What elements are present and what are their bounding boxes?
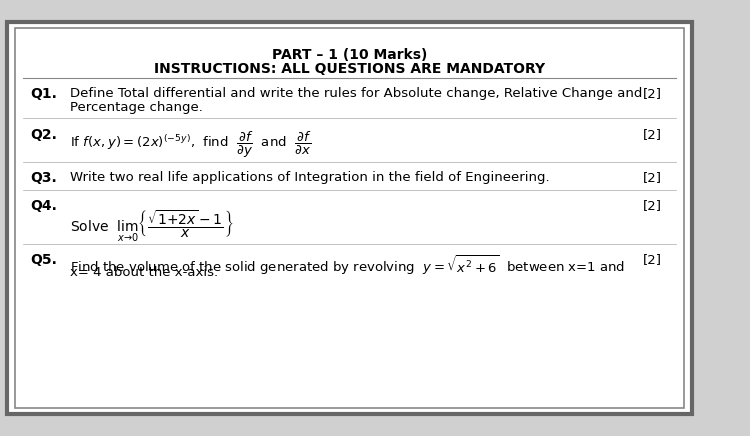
Text: Write two real life applications of Integration in the field of Engineering.: Write two real life applications of Inte…: [70, 171, 550, 184]
Text: Percentage change.: Percentage change.: [70, 101, 202, 113]
Text: Q3.: Q3.: [30, 171, 56, 185]
Text: Find the volume of the solid generated by revolving  $y = \sqrt{x^2 + 6}$  betwe: Find the volume of the solid generated b…: [70, 253, 626, 277]
Text: Q1.: Q1.: [30, 88, 57, 102]
Text: x= 4 about the x-axis.: x= 4 about the x-axis.: [70, 266, 218, 279]
Text: [2]: [2]: [643, 88, 662, 100]
Text: If $f(x, y) = (2x)^{(-5y)}$,  find  $\dfrac{\partial f}{\partial y}$  and  $\dfr: If $f(x, y) = (2x)^{(-5y)}$, find $\dfra…: [70, 129, 311, 160]
Text: Q2.: Q2.: [30, 128, 57, 142]
Text: [2]: [2]: [643, 128, 662, 140]
Text: [2]: [2]: [643, 199, 662, 212]
Text: Q5.: Q5.: [30, 253, 57, 267]
FancyBboxPatch shape: [8, 22, 692, 414]
Text: [2]: [2]: [643, 253, 662, 266]
Text: Q4.: Q4.: [30, 199, 57, 213]
Text: INSTRUCTIONS: ALL QUESTIONS ARE MANDATORY: INSTRUCTIONS: ALL QUESTIONS ARE MANDATOR…: [154, 62, 545, 76]
Text: Solve  $\lim_{x \to 0}\left\{\dfrac{\sqrt{1+2x}\,-\,1}{x}\right\}$: Solve $\lim_{x \to 0}\left\{\dfrac{\sqrt…: [70, 209, 234, 244]
Text: PART – 1 (10 Marks): PART – 1 (10 Marks): [272, 48, 428, 62]
Text: Define Total differential and write the rules for Absolute change, Relative Chan: Define Total differential and write the …: [70, 88, 642, 100]
Text: [2]: [2]: [643, 171, 662, 184]
